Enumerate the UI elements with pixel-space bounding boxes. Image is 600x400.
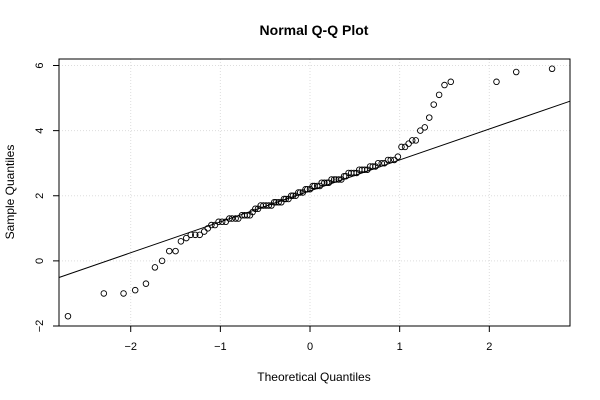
data-point	[421, 124, 429, 131]
reference-line	[58, 100, 571, 278]
data-point	[204, 225, 212, 232]
data-point	[211, 221, 219, 229]
data-point	[391, 156, 398, 164]
data-point	[218, 218, 226, 226]
y-axis: −2 0 2 4 6	[34, 62, 59, 332]
data-point	[374, 159, 382, 167]
data-point	[369, 163, 377, 170]
data-point	[447, 78, 455, 86]
data-point	[340, 172, 348, 180]
data-point	[232, 215, 239, 222]
data-point	[435, 91, 443, 99]
data-point	[187, 231, 195, 239]
x-tick-label: 0	[307, 341, 313, 353]
data-point	[196, 231, 203, 239]
data-point	[289, 192, 297, 200]
data-point	[350, 169, 358, 177]
data-point	[166, 247, 173, 255]
data-point	[215, 218, 222, 226]
plot-grid	[59, 59, 570, 327]
x-axis-label: Theoretical Quantiles	[257, 370, 370, 384]
data-point	[228, 215, 236, 222]
data-point	[192, 231, 199, 239]
data-point	[158, 257, 166, 265]
data-point	[142, 280, 150, 287]
data-point	[309, 182, 316, 190]
data-point	[296, 189, 304, 196]
y-tick-label: 6	[34, 62, 46, 68]
data-point	[302, 185, 309, 193]
data-point	[252, 205, 259, 213]
x-tick-label: −1	[214, 341, 227, 353]
data-point	[430, 101, 437, 108]
data-point	[394, 153, 402, 160]
x-tick-label: 1	[397, 341, 403, 353]
data-point	[151, 264, 159, 271]
x-tick-label: 2	[486, 341, 492, 353]
data-point	[265, 202, 273, 209]
data-point	[287, 192, 295, 200]
data-point	[328, 176, 335, 183]
data-points	[64, 65, 556, 320]
data-point	[280, 195, 288, 203]
data-point	[321, 179, 328, 186]
data-point	[441, 81, 448, 89]
data-point	[417, 127, 424, 134]
y-tick-label: 2	[34, 193, 46, 199]
data-point	[200, 228, 208, 235]
y-tick-label: 4	[34, 128, 46, 134]
data-point	[387, 156, 394, 164]
data-point	[401, 143, 409, 151]
data-point	[313, 182, 321, 190]
data-point	[172, 247, 179, 255]
data-point	[381, 159, 388, 167]
y-tick-label: −2	[34, 320, 46, 333]
data-point	[275, 199, 282, 206]
data-point	[270, 199, 278, 206]
y-axis-label: Sample Quantiles	[3, 145, 17, 240]
data-point	[208, 221, 215, 229]
data-point	[548, 65, 556, 73]
data-point	[335, 176, 342, 183]
x-axis: −2 −1 0 1 2	[124, 326, 492, 353]
chart-title: Normal Q-Q Plot	[260, 22, 369, 38]
data-point	[177, 238, 185, 245]
data-point	[222, 218, 229, 226]
data-point	[183, 234, 190, 242]
plot-frame	[58, 58, 571, 327]
data-point	[398, 143, 405, 151]
data-point	[426, 114, 433, 121]
data-point	[378, 159, 385, 167]
x-tick-label: −2	[124, 341, 137, 353]
data-point	[131, 286, 139, 294]
data-point	[384, 156, 392, 164]
data-point	[330, 176, 338, 183]
data-point	[295, 189, 302, 196]
data-point	[235, 215, 242, 222]
data-point	[412, 137, 420, 144]
data-point	[316, 182, 324, 190]
reference-line-layer	[58, 100, 571, 278]
data-point	[64, 312, 72, 320]
y-tick-label: 0	[34, 258, 46, 264]
data-point	[512, 68, 520, 76]
data-point	[408, 137, 416, 144]
data-point	[405, 140, 412, 147]
data-point	[304, 185, 311, 193]
data-point	[244, 212, 251, 219]
data-point	[361, 166, 368, 173]
data-point	[120, 290, 127, 297]
data-point	[282, 195, 290, 203]
data-point	[100, 290, 108, 297]
data-point	[493, 78, 500, 86]
data-point	[226, 215, 233, 222]
data-point	[323, 179, 331, 186]
